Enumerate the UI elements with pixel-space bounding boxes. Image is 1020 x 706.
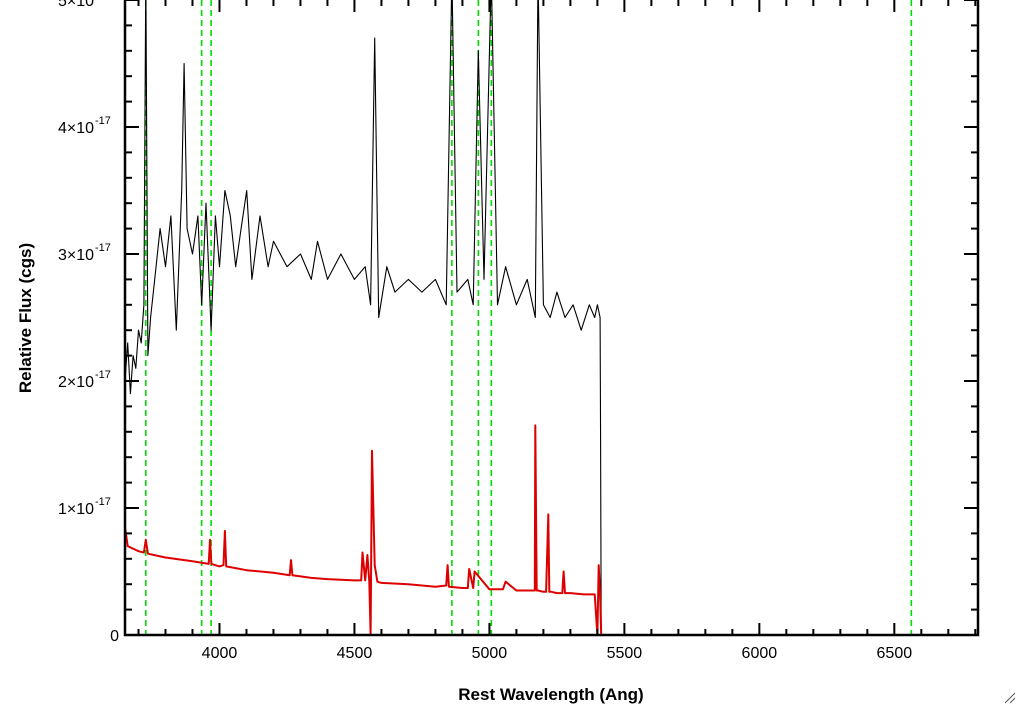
observed-spectrum-line (125, 0, 602, 635)
x-tick-label: 6000 (742, 645, 778, 662)
x-tick-label: 6500 (877, 645, 913, 662)
y-tick-label: 4×10 (58, 120, 94, 137)
plot-frame (123, 0, 980, 637)
y-tick-label: 1×10 (58, 501, 94, 518)
y-tick-exponent: -17 (95, 242, 111, 254)
x-tick-labels: 4000 4500 5000 5500 6000 6500 (202, 645, 913, 662)
resize-grip-icon (1004, 692, 1016, 704)
spectrum-series (125, 0, 978, 635)
y-tick-label: 3×10 (58, 247, 94, 264)
axis-ticks (125, 0, 978, 636)
x-axis-title: Rest Wavelength (Ang) (458, 685, 643, 704)
model-spectrum-line (125, 424, 978, 635)
x-tick-label: 4500 (337, 645, 373, 662)
x-tick-label: 5500 (607, 645, 643, 662)
y-tick-label: 5×10 (58, 0, 94, 10)
y-axis-title: Relative Flux (cgs) (16, 243, 35, 393)
x-tick-label: 4000 (202, 645, 238, 662)
x-tick-label: 5000 (472, 645, 508, 662)
y-tick-exponent: -17 (95, 369, 111, 381)
plot-border (123, 0, 980, 637)
y-tick-label: 2×10 (58, 374, 94, 391)
y-tick-exponent: -17 (95, 496, 111, 508)
y-tick-labels: 01×10-172×10-173×10-174×10-175×10-17 (58, 0, 119, 645)
y-tick-exponent: -17 (95, 115, 111, 127)
emission-line-markers (144, 0, 913, 635)
y-tick-label: 0 (110, 628, 119, 645)
